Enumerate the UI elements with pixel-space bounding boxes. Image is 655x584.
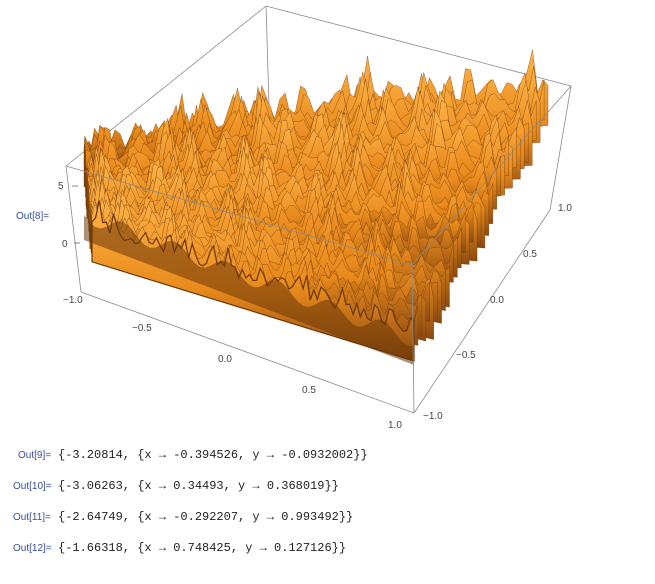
y-tick-label: −1.0 [423, 411, 443, 422]
y-axis: 1.0 0.5 0.0 −0.5 −1.0 [423, 203, 572, 422]
x-tick-label: 0.5 [302, 385, 316, 396]
x-tick-label: 0.0 [218, 354, 232, 365]
x-tick-label: 1.0 [388, 420, 402, 431]
surface-mesh [83, 49, 549, 365]
surface-plot[interactable]: 5 0 −1.0 −0.5 0.0 0.5 1.0 1.0 0.5 0.0 −0… [0, 0, 655, 440]
cell-label-out11: Out[11]= [13, 512, 51, 523]
surface-front-face [84, 215, 414, 365]
x-axis: −1.0 −0.5 0.0 0.5 1.0 [63, 295, 402, 431]
cell-label-out10: Out[10]= [13, 481, 52, 492]
x-tick-label: −1.0 [63, 295, 83, 306]
output-expression[interactable]: {-3.06263, {x → 0.34493, y → 0.368019}} [58, 479, 339, 493]
cell-label-out12: Out[12]= [13, 543, 52, 554]
y-tick-label: −0.5 [456, 350, 476, 361]
output-expression[interactable]: {-3.20814, {x → -0.394526, y → -0.093200… [58, 448, 368, 462]
y-tick-label: 0.0 [490, 295, 504, 306]
z-tick-label: 0 [62, 239, 68, 250]
z-tick-label: 5 [58, 181, 64, 192]
y-tick-label: 0.5 [523, 249, 537, 260]
y-tick-label: 1.0 [558, 203, 572, 214]
cell-label-out8: Out[8]= [16, 211, 50, 222]
plot-box-front [65, 85, 572, 414]
output-expression[interactable]: {-1.66318, {x → 0.748425, y → 0.127126}} [58, 541, 347, 555]
cell-label-out9: Out[9]= [18, 450, 52, 461]
x-tick-label: −0.5 [132, 323, 152, 334]
output-expression[interactable]: {-2.64749, {x → -0.292207, y → 0.993492}… [58, 510, 354, 524]
z-axis: 5 0 [58, 181, 80, 250]
